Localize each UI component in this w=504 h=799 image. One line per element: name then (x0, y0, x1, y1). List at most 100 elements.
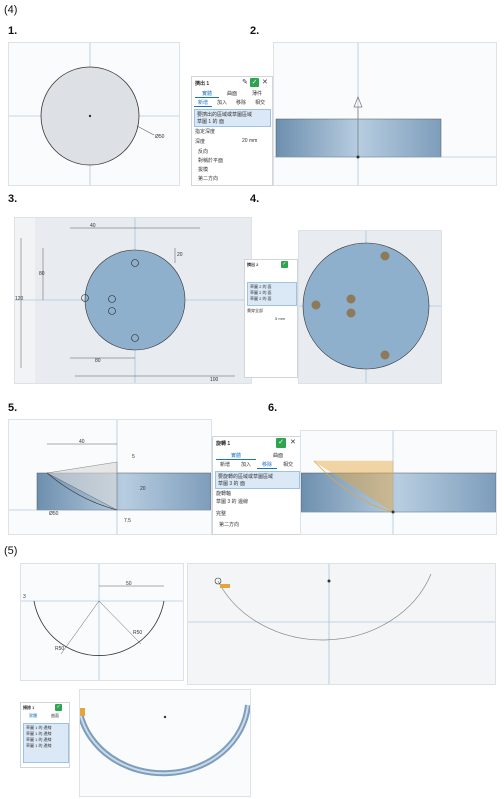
selection-field[interactable]: 草圖 2 的 面 草圖 2 的 面 草圖 2 的 面 (247, 282, 297, 306)
path-row: 草圖 1 的 邊線 (26, 737, 52, 742)
hole (380, 350, 390, 360)
path-row: 草圖 1 的 邊線 (26, 725, 52, 730)
panel-title: 擠出 2 (247, 262, 259, 267)
result-viewport-4[interactable] (298, 230, 442, 384)
step-5-label: 5. (8, 402, 18, 414)
part4-header: (4) (4, 4, 18, 16)
eye-icon (214, 577, 222, 585)
p5b-canvas (188, 564, 495, 684)
sketch-viewport-1[interactable]: Ø50 (8, 42, 180, 186)
sketch-viewport-p5b[interactable] (187, 563, 496, 685)
base-disk (302, 242, 430, 370)
selection-value: 草圖 3 的 面 (218, 481, 245, 487)
tab-surface[interactable]: 曲面 (51, 713, 59, 718)
svg-text:3: 3 (23, 594, 26, 600)
revolve-1-panel: 旋轉 1 ✓ ✕ 實體 曲面 新增 加入 移除 相交 要旋轉的區域或草圖區域 草… (212, 436, 302, 535)
selection-hint: 要旋轉的區域或草圖區域 (218, 474, 274, 480)
revolve-viewport-6[interactable] (300, 430, 497, 535)
tab-surface[interactable]: 曲面 (226, 91, 237, 97)
option-second-direction[interactable]: 第二方向 (219, 522, 240, 528)
hole (131, 334, 139, 342)
depth-label: 深度 (195, 139, 206, 145)
hole (346, 308, 356, 318)
depth-value[interactable]: 20 mm (242, 138, 258, 144)
axis-value[interactable]: 草圖 3 的 邊線 (216, 499, 248, 505)
selection-hint: 要擠出的區域或草圖區域 (197, 112, 253, 118)
op-remove[interactable]: 移除 (235, 100, 246, 106)
svg-text:Ø50: Ø50 (49, 511, 59, 517)
sketch-1-canvas: Ø50 (9, 43, 179, 185)
step-4-label: 4. (250, 193, 260, 205)
op-new[interactable]: 新增 (219, 462, 230, 468)
sweep-1-panel: 掃掠 1 ✓ 實體 曲面 草圖 1 的 邊線 草圖 1 的 邊線 草圖 1 的 … (20, 702, 70, 768)
dim-s1-dia: Ø50 (155, 134, 165, 140)
svg-text:R50: R50 (133, 630, 142, 636)
sketch-viewport-p5a[interactable]: 50 3 R50 R50 (20, 563, 184, 681)
svg-text:20: 20 (140, 486, 146, 492)
path-selection[interactable]: 草圖 1 的 邊線 草圖 1 的 邊線 草圖 1 的 邊線 草圖 1 的 邊線 (23, 723, 69, 763)
revolve-type[interactable]: 完整 (216, 511, 227, 517)
hole (108, 295, 116, 303)
selection-field[interactable]: 要旋轉的區域或草圖區域 草圖 3 的 面 (215, 471, 300, 489)
depth-type[interactable]: 貫穿全部 (247, 308, 263, 313)
close-icon[interactable]: ✕ (290, 439, 296, 446)
pencil-icon[interactable]: ✎ (242, 79, 248, 86)
svg-text:50: 50 (126, 581, 132, 587)
step-3-label: 3. (8, 193, 18, 205)
op-add[interactable]: 加入 (240, 462, 251, 468)
selection-row: 草圖 2 的 面 (250, 290, 272, 295)
option-second-direction[interactable]: 第二方向 (198, 176, 219, 182)
close-icon[interactable]: ✕ (262, 79, 268, 86)
step-1-label: 1. (8, 25, 18, 37)
op-intersect[interactable]: 相交 (282, 462, 293, 468)
profile-sketch (46, 461, 118, 511)
sketch-viewport-5[interactable]: 40 5 20 7.5 Ø50 (8, 419, 212, 535)
extrude-viewport-2[interactable] (273, 42, 497, 186)
svg-text:80: 80 (95, 358, 101, 364)
axis-label: 旋轉軸 (216, 491, 232, 497)
hole (108, 307, 116, 315)
sweep-viewport[interactable] (79, 689, 251, 797)
panel-title: 掃掠 1 (23, 705, 35, 710)
svg-text:5: 5 (132, 454, 135, 460)
tab-solid[interactable]: 實體 (216, 452, 256, 460)
depth-value[interactable]: 5 mm (275, 316, 285, 321)
depth-type[interactable]: 指定深度 (195, 129, 216, 135)
tab-thin[interactable]: 薄件 (251, 91, 262, 97)
sketch-viewport-3[interactable]: 40 20 120 80 80 100 (14, 217, 252, 384)
selection-field[interactable]: 要擠出的區域或草圖區域 草圖 1 的 面 (194, 109, 271, 127)
op-add[interactable]: 加入 (216, 100, 227, 106)
tab-solid[interactable]: 實體 (29, 713, 37, 718)
op-remove[interactable]: 移除 (257, 461, 277, 469)
svg-text:7.5: 7.5 (124, 518, 131, 524)
option-symmetric[interactable]: 對稱於平面 (198, 158, 224, 164)
option-draft[interactable]: 拔模 (198, 167, 209, 173)
accept-check-icon[interactable]: ✓ (250, 78, 259, 87)
accept-check-icon[interactable]: ✓ (276, 438, 286, 448)
selection-value: 草圖 1 的 面 (197, 119, 224, 125)
step-2-label: 2. (250, 25, 260, 37)
accept-check-icon[interactable]: ✓ (281, 261, 288, 268)
extruded-cylinder (275, 118, 442, 158)
tab-surface[interactable]: 曲面 (272, 453, 283, 459)
step-6-label: 6. (268, 402, 278, 414)
panel-title: 擠出 1 (195, 81, 210, 87)
direction-arrow (353, 96, 363, 108)
svg-text:40: 40 (79, 439, 85, 445)
result-4-canvas (299, 231, 441, 383)
svg-text:100: 100 (210, 377, 219, 383)
hole (311, 300, 321, 310)
hole (131, 259, 139, 267)
sweep-canvas (80, 704, 250, 777)
tab-solid[interactable]: 實體 (195, 90, 219, 98)
option-reverse[interactable]: 反向 (198, 149, 209, 155)
hole (380, 251, 390, 261)
accept-check-icon[interactable]: ✓ (55, 704, 62, 711)
svg-text:R50: R50 (55, 646, 64, 652)
arc (33, 600, 165, 656)
path-row: 草圖 1 的 邊線 (26, 743, 52, 748)
op-intersect[interactable]: 相交 (254, 100, 265, 106)
svg-text:120: 120 (15, 296, 24, 302)
extrude-1-panel: 擠出 1 ✎ ✓ ✕ 實體 曲面 薄件 新增 加入 移除 相交 要擠出的區域或草… (191, 76, 273, 186)
op-new[interactable]: 新增 (194, 99, 212, 107)
